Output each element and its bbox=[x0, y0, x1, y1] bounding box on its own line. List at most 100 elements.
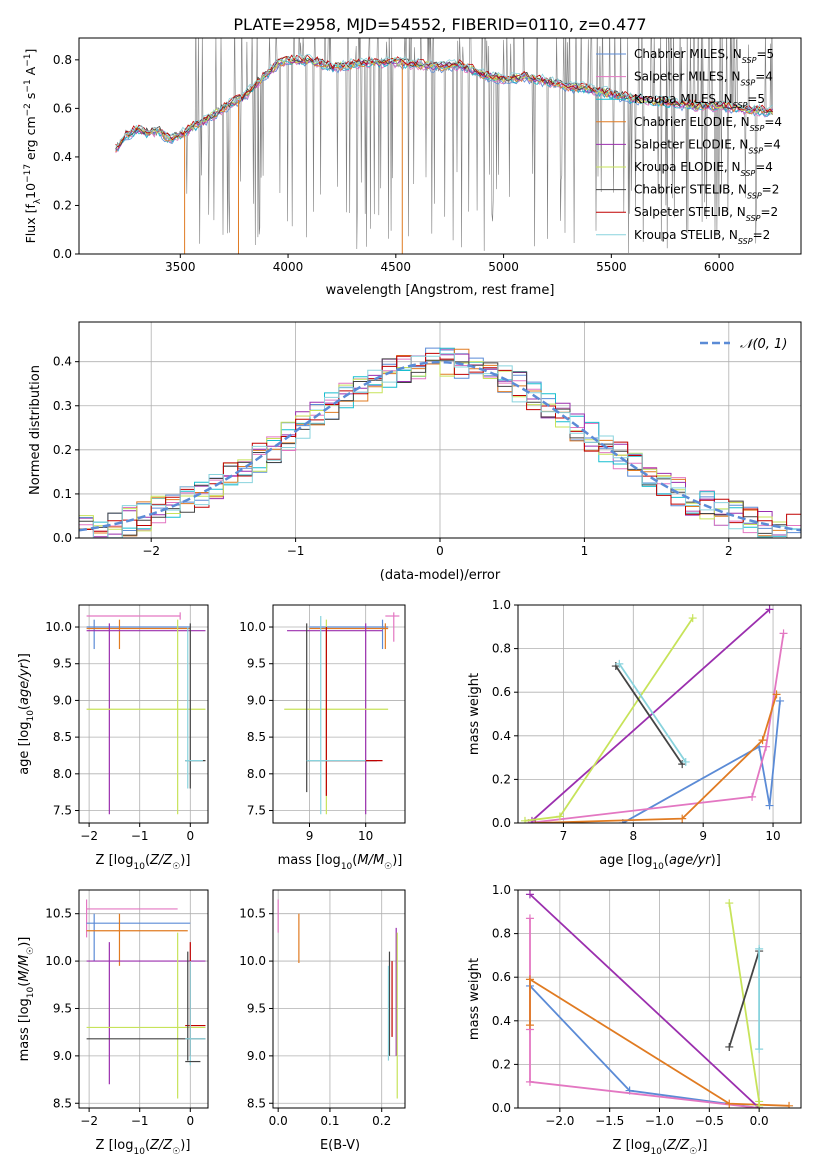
y-tick-label: 10.0 bbox=[239, 620, 266, 634]
axes-frame bbox=[78, 604, 209, 824]
errorbar-salpeter_elodie bbox=[86, 623, 206, 815]
y-tick-label: 9.5 bbox=[247, 1001, 266, 1015]
y-axis-label: mass weight bbox=[467, 958, 482, 1040]
y-tick-label: 0.8 bbox=[53, 53, 72, 67]
x-tick-label: 7 bbox=[560, 829, 568, 843]
y-tick-label: 10.0 bbox=[45, 620, 72, 634]
y-tick-label: 0.8 bbox=[492, 927, 511, 941]
series-point bbox=[748, 792, 757, 801]
errorbar-chabrier_elodie bbox=[86, 913, 188, 966]
series-point bbox=[762, 742, 771, 751]
y-tick-label: 9.0 bbox=[247, 1049, 266, 1063]
y-tick-label: 0.4 bbox=[492, 1014, 511, 1028]
errorbar-chabrier_miles bbox=[86, 913, 191, 962]
x-axis-label: Z [log10(Z/Z☉)] bbox=[96, 853, 191, 872]
x-tick-label: 1 bbox=[581, 544, 589, 558]
series-point bbox=[765, 605, 774, 614]
series-line-chabrier_elodie bbox=[535, 694, 778, 823]
y-tick-label: 8.5 bbox=[53, 730, 72, 744]
plot-area bbox=[115, 38, 773, 254]
chart-weight-vs-z: −2.0 −1.5 −1.0 −0.5 0.0 0.0 0.2 0.4 0.6 0.8 1.0 mas… bbox=[467, 883, 802, 1157]
series-point bbox=[758, 736, 767, 745]
x-axis-label: Z [log10(Z/Z☉)] bbox=[96, 1138, 191, 1157]
y-tick-label: 0.6 bbox=[492, 685, 511, 699]
x-tick-label: −2.0 bbox=[545, 1114, 574, 1128]
x-tick-label: 5000 bbox=[488, 260, 519, 274]
x-tick-label: 10 bbox=[358, 829, 373, 843]
x-tick-label: −2 bbox=[80, 1114, 98, 1128]
x-tick-label: 4000 bbox=[273, 260, 304, 274]
y-tick-label: 8.0 bbox=[247, 767, 266, 781]
x-tick-label: −1 bbox=[287, 544, 305, 558]
errorbar-chabrier_elodie bbox=[309, 623, 389, 650]
errorbar-kroupa_elodie bbox=[284, 619, 389, 815]
y-tick-label: 0.0 bbox=[53, 247, 72, 261]
x-tick-label: 4500 bbox=[381, 260, 412, 274]
y-tick-label: 0.2 bbox=[53, 443, 72, 457]
histogram-kroupa_elodie bbox=[79, 360, 801, 538]
x-tick-label: −2 bbox=[142, 544, 160, 558]
series-point bbox=[525, 890, 534, 899]
legend-entry: Kroupa STELIB, NSSP=2 bbox=[634, 228, 770, 246]
x-tick-label: 10 bbox=[765, 829, 780, 843]
series-point bbox=[772, 690, 781, 699]
histogram-kroupa_stelib bbox=[79, 353, 801, 538]
y-tick-label: 10.0 bbox=[239, 954, 266, 968]
series-point bbox=[725, 1042, 734, 1051]
legend-entry: Chabrier MILES, NSSP=5 bbox=[634, 47, 774, 65]
series-point bbox=[755, 944, 764, 953]
errorbar-kroupa_stelib bbox=[185, 627, 203, 789]
x-axis-label: (data-model)/error bbox=[380, 568, 501, 583]
series-point bbox=[525, 1021, 534, 1030]
errorbar-salpeter_stelib bbox=[325, 627, 383, 796]
y-tick-label: 9.5 bbox=[247, 657, 266, 671]
x-tick-label: 0 bbox=[436, 544, 444, 558]
x-tick-label: 0.1 bbox=[320, 1114, 339, 1128]
y-tick-label: 10.5 bbox=[45, 907, 72, 921]
plot-area bbox=[284, 612, 400, 815]
y-tick-label: 8.0 bbox=[53, 767, 72, 781]
x-tick-label: −1.5 bbox=[595, 1114, 624, 1128]
x-axis-label: E(B-V) bbox=[320, 1138, 360, 1153]
legend-entry: Kroupa ELODIE, NSSP=4 bbox=[634, 160, 773, 178]
y-tick-label: 1.0 bbox=[492, 883, 511, 897]
chart-mass-vs-z-lower: −2 −1 0 8.5 9.0 9.5 10.0 10.5 Z [log10(Z/Z☉)] mas… bbox=[17, 889, 209, 1157]
x-tick-label: −1 bbox=[131, 829, 149, 843]
y-tick-label: 0.2 bbox=[492, 1057, 511, 1071]
chart-weight-vs-age: 7 8 9 10 0.0 0.2 0.4 0.6 0.8 1.0 mass weight age [l… bbox=[467, 598, 802, 872]
y-tick-label: 0.1 bbox=[53, 487, 72, 501]
y-axis-label: age [log10(age/yr)] bbox=[17, 653, 36, 775]
y-tick-label: 9.0 bbox=[247, 693, 266, 707]
model-spectrum-kroupa_stelib bbox=[115, 53, 773, 147]
axes-frame bbox=[78, 37, 802, 255]
y-tick-label: 0.4 bbox=[53, 150, 72, 164]
errorbar-kroupa_stelib bbox=[185, 961, 206, 1066]
y-tick-label: 9.0 bbox=[53, 693, 72, 707]
axes-frame bbox=[272, 889, 406, 1109]
series-point bbox=[755, 1045, 764, 1054]
errorbar-salpeter_elodie bbox=[287, 623, 383, 815]
series-line-chabrier_stelib bbox=[615, 665, 683, 765]
y-tick-label: 0.4 bbox=[53, 355, 72, 369]
series-line-chabrier_stelib bbox=[728, 950, 760, 1048]
x-tick-label: 9 bbox=[699, 829, 707, 843]
series-point bbox=[525, 975, 534, 984]
series-point bbox=[555, 812, 564, 821]
y-tick-label: 9.0 bbox=[53, 1049, 72, 1063]
model-spectrum-chabrier_stelib bbox=[115, 56, 773, 149]
legend-entry: Chabrier STELIB, NSSP=2 bbox=[634, 183, 779, 201]
x-tick-label: −1.0 bbox=[645, 1114, 674, 1128]
x-tick-label: −2 bbox=[80, 829, 98, 843]
y-tick-label: 0.6 bbox=[492, 970, 511, 984]
axes-frame bbox=[517, 604, 802, 824]
chart-mass-vs-ebv: 0.0 0.1 0.2 8.5 9.0 9.5 10.0 10.5 E(B-V) bbox=[239, 889, 406, 1153]
chart-age-vs-z: −2 −1 0 7.5 8.0 8.5 9.0 9.5 10.0 Z [log10(Z/Z☉)] a… bbox=[17, 604, 209, 872]
series-line-kroupa_stelib bbox=[618, 663, 687, 763]
y-axis-label: mass [log10(M/M☉)] bbox=[17, 937, 36, 1062]
series-line-chabrier_miles bbox=[622, 700, 781, 823]
series-point bbox=[725, 899, 734, 908]
errorbar-salpeter_miles bbox=[85, 899, 178, 938]
x-tick-label: 0 bbox=[186, 1114, 194, 1128]
plot-area bbox=[79, 347, 801, 538]
series-point bbox=[755, 1101, 764, 1108]
